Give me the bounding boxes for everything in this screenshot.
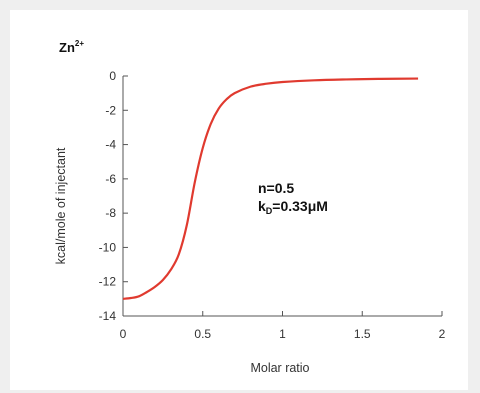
y-tick-label: -10	[99, 240, 117, 254]
y-ticks: 0 -2 -4 -6 -8 -10 -12 -14	[99, 69, 128, 323]
annotation-n: n=0.5	[258, 180, 294, 196]
x-tick-label: 1.5	[354, 327, 371, 341]
y-axis-title: kcal/mole of injectant	[54, 147, 68, 264]
x-tick-label: 2	[439, 327, 446, 341]
y-tick-label: -4	[105, 138, 116, 152]
x-tick-label: 1	[279, 327, 286, 341]
annotation-kd: kD=0.33μM	[258, 198, 328, 216]
x-tick-label: 0	[120, 327, 127, 341]
y-tick-label: -12	[99, 275, 117, 289]
isotherm-curve	[122, 77, 419, 300]
y-tick-label: -8	[105, 206, 116, 220]
chart-panel: Zn2+ 0 -2 -4 -6 -8 -10 -12 -14 0 0.5 1 1.5 2 Molar …	[10, 10, 468, 390]
y-tick-label: -14	[99, 309, 117, 323]
x-ticks: 0 0.5 1 1.5 2	[120, 311, 446, 341]
chart-title: Zn2+	[59, 39, 84, 55]
x-axis-title: Molar ratio	[250, 361, 309, 375]
x-tick-label: 0.5	[194, 327, 211, 341]
y-tick-label: -2	[105, 103, 116, 117]
y-tick-label: -6	[105, 172, 116, 186]
isotherm-chart: Zn2+ 0 -2 -4 -6 -8 -10 -12 -14 0 0.5 1 1.5 2 Molar …	[54, 39, 446, 375]
y-tick-label: 0	[109, 69, 116, 83]
